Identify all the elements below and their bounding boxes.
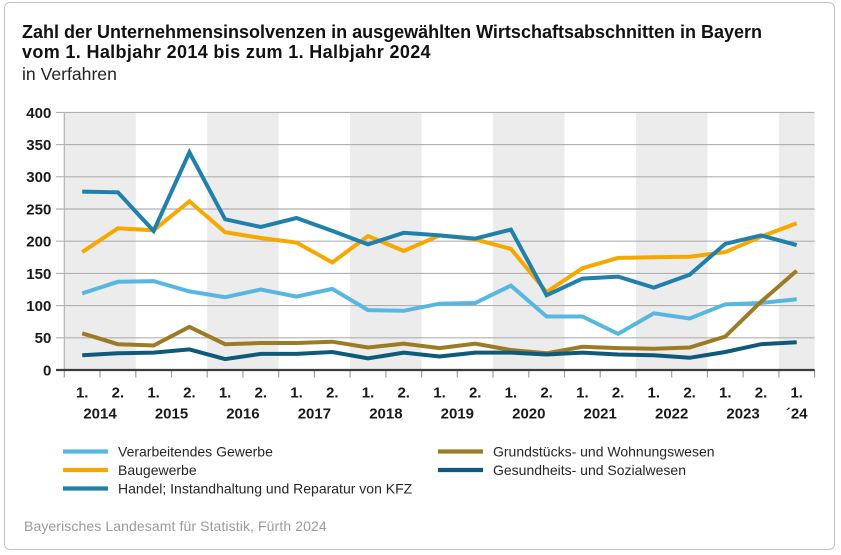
svg-text:2.: 2.	[326, 384, 339, 401]
svg-text:2015: 2015	[155, 405, 188, 422]
svg-text:2.: 2.	[397, 384, 410, 401]
svg-text:1.: 1.	[576, 384, 589, 401]
svg-text:Grundstücks- und Wohnungswesen: Grundstücks- und Wohnungswesen	[493, 444, 715, 460]
svg-text:1.: 1.	[290, 384, 303, 401]
svg-text:1.: 1.	[219, 384, 232, 401]
svg-text:´24: ´24	[786, 405, 808, 422]
svg-text:1.: 1.	[362, 384, 375, 401]
svg-text:Baugewerbe: Baugewerbe	[118, 462, 197, 478]
svg-text:200: 200	[26, 234, 51, 251]
svg-text:2014: 2014	[83, 405, 117, 422]
svg-text:150: 150	[26, 266, 51, 283]
svg-text:2.: 2.	[112, 384, 125, 401]
svg-text:2.: 2.	[612, 384, 625, 401]
svg-text:2022: 2022	[655, 405, 688, 422]
svg-text:Gesundheits- und Sozialwesen: Gesundheits- und Sozialwesen	[493, 462, 686, 478]
svg-text:2.: 2.	[255, 384, 268, 401]
svg-text:2016: 2016	[226, 405, 259, 422]
svg-text:1.: 1.	[505, 384, 518, 401]
svg-text:1.: 1.	[76, 384, 89, 401]
svg-text:1.: 1.	[648, 384, 661, 401]
svg-text:300: 300	[26, 169, 51, 186]
svg-text:2017: 2017	[298, 405, 331, 422]
svg-text:Handel; Instandhaltung und Rep: Handel; Instandhaltung und Reparatur von…	[118, 481, 413, 497]
svg-text:Verarbeitendes Gewerbe: Verarbeitendes Gewerbe	[118, 444, 273, 460]
svg-text:350: 350	[26, 137, 51, 154]
svg-text:2.: 2.	[540, 384, 553, 401]
svg-text:2020: 2020	[512, 405, 545, 422]
svg-text:250: 250	[26, 201, 51, 218]
svg-text:1.: 1.	[719, 384, 732, 401]
svg-text:1.: 1.	[147, 384, 160, 401]
svg-text:2023: 2023	[726, 405, 759, 422]
svg-text:2018: 2018	[369, 405, 402, 422]
svg-text:400: 400	[26, 105, 51, 122]
svg-text:2.: 2.	[755, 384, 768, 401]
svg-text:2019: 2019	[441, 405, 474, 422]
svg-text:0: 0	[43, 362, 51, 379]
svg-text:1.: 1.	[790, 384, 803, 401]
svg-text:2.: 2.	[183, 384, 196, 401]
svg-text:2.: 2.	[469, 384, 482, 401]
svg-text:2021: 2021	[584, 405, 617, 422]
svg-text:100: 100	[26, 298, 51, 315]
svg-text:1.: 1.	[433, 384, 446, 401]
svg-text:50: 50	[35, 330, 52, 347]
svg-text:2.: 2.	[683, 384, 696, 401]
